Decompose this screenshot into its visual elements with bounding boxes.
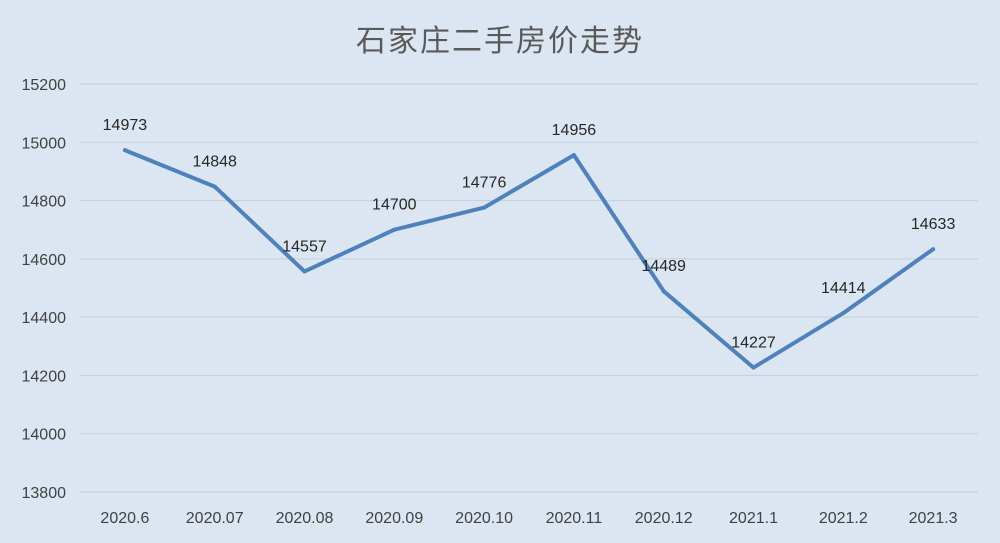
x-tick-label: 2020.11: [546, 510, 603, 527]
y-tick-label: 14200: [22, 368, 67, 385]
x-tick-label: 2020.10: [455, 510, 513, 527]
data-label: 14700: [372, 197, 417, 214]
data-point: [751, 365, 756, 370]
y-tick-label: 14800: [22, 194, 67, 211]
series-line: [122, 148, 936, 370]
x-tick-label: 2020.09: [365, 510, 423, 527]
data-point: [571, 153, 576, 158]
y-tick-label: 14600: [22, 252, 67, 269]
data-point: [841, 311, 846, 316]
series-lines: [122, 148, 936, 370]
data-point: [392, 227, 397, 232]
data-label: 14956: [552, 122, 597, 139]
data-point: [122, 148, 127, 153]
y-tick-label: 15200: [22, 77, 67, 94]
data-label: 14414: [821, 280, 866, 297]
data-labels: 14973 14848 14557 14700 14776 14956 14489 14227…: [103, 117, 956, 351]
x-tick-label: 2021.1: [729, 510, 778, 527]
y-tick-label: 14400: [22, 310, 67, 327]
data-label: 14557: [282, 238, 327, 255]
x-tick-label: 2020.12: [635, 510, 693, 527]
chart-title: 石家庄二手房价走势: [356, 24, 644, 59]
x-axis-tick-labels: 2020.6 2020.07 2020.08 2020.09 2020.10 2020.1…: [100, 510, 957, 527]
data-label: 14973: [103, 117, 148, 134]
x-tick-label: 2021.2: [819, 510, 868, 527]
data-point: [302, 269, 307, 274]
y-tick-label: 14000: [22, 427, 67, 444]
y-tick-label: 13800: [22, 485, 67, 502]
data-label: 14489: [641, 258, 686, 275]
data-label: 14227: [731, 335, 776, 352]
x-tick-label: 2020.08: [276, 510, 334, 527]
data-point: [482, 205, 487, 210]
data-label: 14848: [192, 154, 237, 171]
y-axis-tick-labels: 13800 14000 14200 14400 14600 14800 15000 15200: [22, 77, 67, 502]
x-tick-label: 2020.6: [100, 510, 149, 527]
data-point: [212, 184, 217, 189]
x-tick-label: 2020.07: [186, 510, 244, 527]
data-point: [661, 289, 666, 294]
data-label: 14633: [911, 216, 956, 233]
data-point: [931, 247, 936, 252]
y-tick-label: 15000: [22, 135, 67, 152]
x-tick-label: 2021.3: [909, 510, 958, 527]
data-label: 14776: [462, 175, 507, 192]
